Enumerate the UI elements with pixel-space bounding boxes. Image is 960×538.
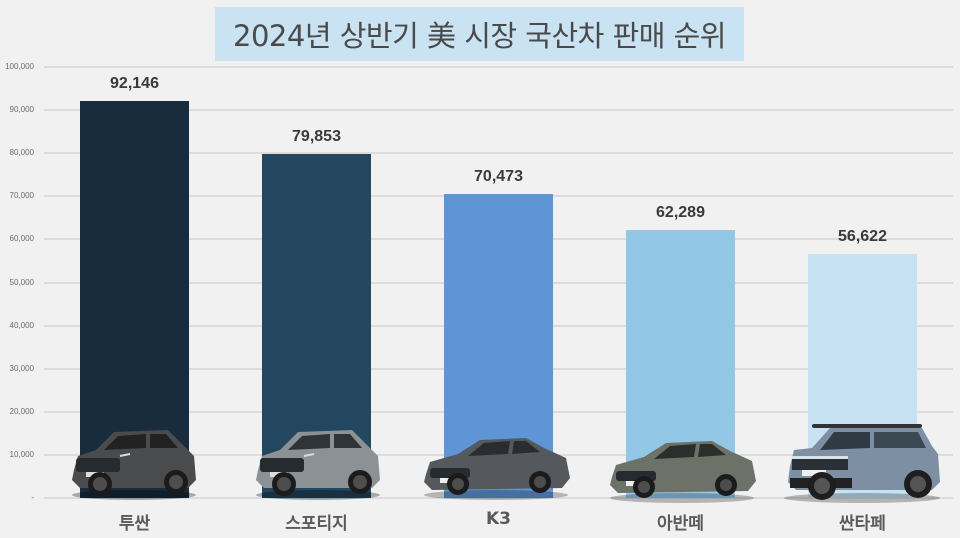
- chart-title-box: 2024년 상반기 美 시장 국산차 판매 순위: [215, 7, 744, 61]
- y-axis-tick-label: 10,000: [9, 449, 34, 459]
- bar-value-label: 62,289: [656, 203, 705, 221]
- sportage-suv-icon: [254, 426, 384, 504]
- y-axis-tick-label: 90,000: [9, 105, 34, 115]
- bar-value-label: 92,146: [110, 74, 159, 92]
- y-axis-tick-label: 60,000: [9, 234, 34, 244]
- y-axis-tick-label: 20,000: [9, 406, 34, 416]
- gridline: [44, 66, 953, 68]
- y-axis-tick-label: 100,000: [5, 62, 34, 71]
- chart-title: 2024년 상반기 美 시장 국산차 판매 순위: [233, 19, 726, 53]
- x-axis-category-label: 투싼: [118, 514, 151, 534]
- x-axis-category-label: K3: [485, 509, 511, 529]
- gridline: [44, 497, 953, 499]
- y-axis-tick-label: 50,000: [9, 277, 34, 287]
- y-axis-tick-label: 80,000: [9, 148, 34, 158]
- y-axis-tick-label: -: [31, 493, 34, 502]
- bar-value-label: 79,853: [292, 127, 341, 145]
- santafe-suv-icon: [782, 420, 944, 508]
- x-axis-category-label: 스포티지: [285, 514, 348, 534]
- x-axis-category-label: 아반떼: [657, 514, 704, 534]
- y-axis-tick-label: 30,000: [9, 363, 34, 373]
- y-axis-tick-label: 70,000: [9, 191, 34, 201]
- y-axis-tick-label: 40,000: [9, 320, 34, 330]
- k3-sedan-icon: [422, 434, 574, 504]
- bar-value-label: 70,473: [474, 168, 523, 186]
- gridline: [44, 152, 953, 155]
- x-axis-category-label: 싼타페: [839, 514, 886, 534]
- avante-sedan-icon: [608, 437, 760, 507]
- bar-value-label: 56,622: [838, 227, 887, 245]
- gridline: [44, 109, 953, 112]
- tucson-suv-icon: [70, 426, 200, 504]
